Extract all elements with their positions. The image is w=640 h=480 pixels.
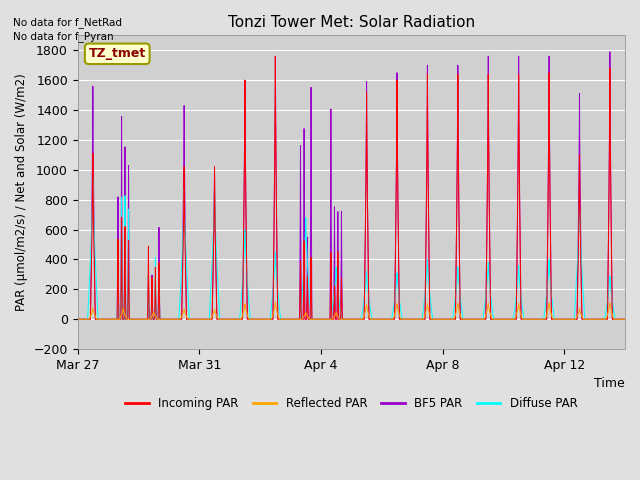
Reflected PAR: [74, 316, 81, 322]
Diffuse PAR: [257, 316, 265, 322]
BF5 PAR: [257, 316, 265, 322]
BF5 PAR: [615, 316, 623, 322]
Incoming PAR: [399, 316, 407, 322]
Diffuse PAR: [172, 316, 180, 322]
Incoming PAR: [175, 316, 182, 322]
BF5 PAR: [399, 316, 407, 322]
Diffuse PAR: [399, 316, 407, 322]
Line: Diffuse PAR: Diffuse PAR: [77, 179, 625, 319]
Line: Reflected PAR: Reflected PAR: [77, 302, 625, 319]
Diffuse PAR: [175, 314, 183, 320]
Incoming PAR: [271, 53, 279, 59]
BF5 PAR: [175, 316, 182, 322]
BF5 PAR: [172, 316, 179, 322]
Incoming PAR: [621, 316, 629, 322]
Reflected PAR: [621, 316, 629, 322]
Reflected PAR: [96, 316, 104, 322]
Reflected PAR: [175, 316, 182, 322]
X-axis label: Time: Time: [595, 377, 625, 390]
Text: No data for f_Pyran: No data for f_Pyran: [13, 31, 113, 42]
Incoming PAR: [615, 316, 623, 322]
Reflected PAR: [172, 316, 179, 322]
Incoming PAR: [257, 316, 265, 322]
Reflected PAR: [615, 316, 623, 322]
Reflected PAR: [399, 316, 407, 322]
BF5 PAR: [621, 316, 629, 322]
Title: Tonzi Tower Met: Solar Radiation: Tonzi Tower Met: Solar Radiation: [228, 15, 475, 30]
Text: TZ_tmet: TZ_tmet: [88, 48, 146, 60]
Diffuse PAR: [615, 316, 623, 322]
Line: BF5 PAR: BF5 PAR: [77, 52, 625, 319]
Diffuse PAR: [621, 316, 629, 322]
Incoming PAR: [172, 316, 179, 322]
BF5 PAR: [74, 316, 81, 322]
Diffuse PAR: [89, 176, 97, 181]
Diffuse PAR: [74, 316, 81, 322]
Y-axis label: PAR (μmol/m2/s) / Net and Solar (W/m2): PAR (μmol/m2/s) / Net and Solar (W/m2): [15, 73, 28, 311]
Reflected PAR: [257, 316, 265, 322]
Incoming PAR: [74, 316, 81, 322]
Line: Incoming PAR: Incoming PAR: [77, 56, 625, 319]
Reflected PAR: [271, 299, 279, 305]
Legend: Incoming PAR, Reflected PAR, BF5 PAR, Diffuse PAR: Incoming PAR, Reflected PAR, BF5 PAR, Di…: [120, 393, 582, 415]
Diffuse PAR: [96, 316, 104, 322]
BF5 PAR: [96, 316, 104, 322]
Text: No data for f_NetRad: No data for f_NetRad: [13, 17, 122, 28]
BF5 PAR: [606, 49, 614, 55]
Incoming PAR: [96, 316, 104, 322]
